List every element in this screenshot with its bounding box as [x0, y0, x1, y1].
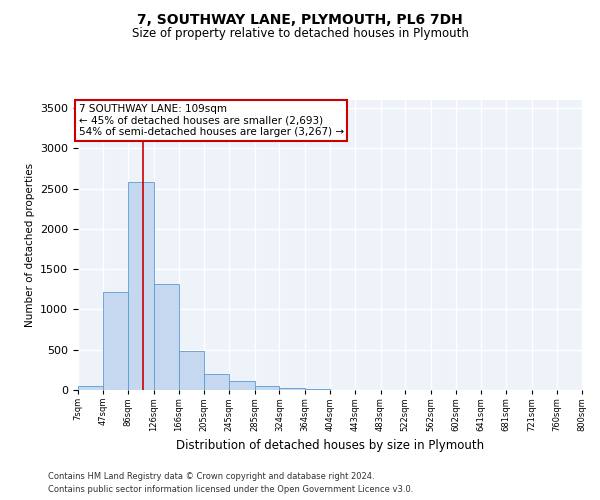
Bar: [128, 182, 154, 390]
Bar: [254, 386, 280, 390]
Bar: [204, 374, 229, 390]
Bar: [229, 381, 254, 390]
X-axis label: Distribution of detached houses by size in Plymouth: Distribution of detached houses by size …: [176, 439, 484, 452]
Bar: [305, 389, 331, 390]
Bar: [78, 386, 103, 390]
Bar: [154, 284, 179, 390]
Bar: [103, 292, 128, 390]
Text: Size of property relative to detached houses in Plymouth: Size of property relative to detached ho…: [131, 28, 469, 40]
Bar: [280, 388, 305, 390]
Bar: [179, 352, 204, 390]
Text: 7, SOUTHWAY LANE, PLYMOUTH, PL6 7DH: 7, SOUTHWAY LANE, PLYMOUTH, PL6 7DH: [137, 12, 463, 26]
Text: Contains HM Land Registry data © Crown copyright and database right 2024.: Contains HM Land Registry data © Crown c…: [48, 472, 374, 481]
Text: Contains public sector information licensed under the Open Government Licence v3: Contains public sector information licen…: [48, 485, 413, 494]
Text: 7 SOUTHWAY LANE: 109sqm
← 45% of detached houses are smaller (2,693)
54% of semi: 7 SOUTHWAY LANE: 109sqm ← 45% of detache…: [79, 104, 344, 137]
Y-axis label: Number of detached properties: Number of detached properties: [25, 163, 35, 327]
